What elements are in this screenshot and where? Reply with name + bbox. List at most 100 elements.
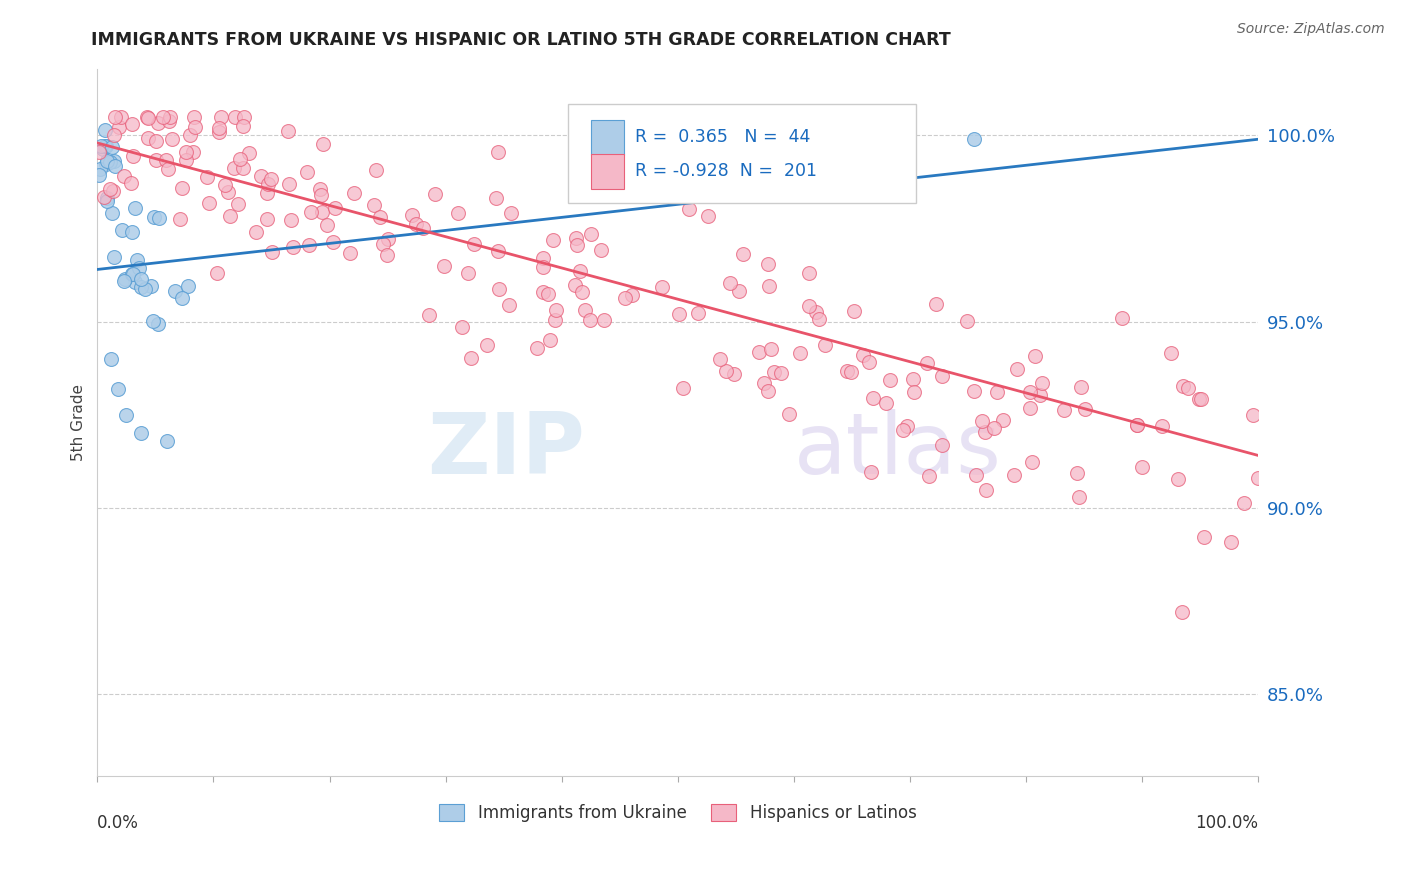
Point <box>475 337 498 351</box>
Point <box>256 186 278 200</box>
Point <box>983 421 1005 435</box>
Point <box>1069 490 1091 504</box>
Point <box>651 279 673 293</box>
Point <box>91 142 114 156</box>
Point <box>970 414 993 428</box>
Point <box>896 419 918 434</box>
Point <box>565 238 588 252</box>
Point <box>121 225 143 239</box>
Point <box>107 382 129 396</box>
Text: 0.0%: 0.0% <box>97 814 139 832</box>
Point <box>297 164 319 178</box>
Point <box>859 466 882 480</box>
Point <box>1160 346 1182 360</box>
Point <box>986 385 1008 400</box>
Point <box>879 372 901 386</box>
Point <box>1130 459 1153 474</box>
Point <box>862 392 884 406</box>
Point <box>852 348 875 362</box>
Point <box>111 222 134 236</box>
Point <box>103 154 125 169</box>
Point <box>145 153 167 167</box>
Point <box>229 153 252 167</box>
Point <box>93 190 115 204</box>
Text: 100.0%: 100.0% <box>1195 814 1258 832</box>
Point <box>835 364 858 378</box>
Point <box>1028 388 1050 402</box>
Point <box>260 245 283 260</box>
Point <box>541 234 564 248</box>
Point <box>159 110 181 124</box>
Point <box>299 204 322 219</box>
Point <box>716 364 738 378</box>
Point <box>112 169 135 184</box>
Point <box>339 245 361 260</box>
Point <box>183 110 205 124</box>
Point <box>89 162 111 177</box>
Point <box>758 257 780 271</box>
Point <box>991 413 1014 427</box>
Point <box>134 282 156 296</box>
Point <box>121 118 143 132</box>
Point <box>176 145 198 159</box>
Point <box>931 438 953 452</box>
Point <box>814 337 837 351</box>
Point <box>298 238 321 252</box>
Point <box>748 344 770 359</box>
Point <box>1189 392 1212 406</box>
Point <box>103 251 125 265</box>
Point <box>232 161 254 176</box>
Point <box>569 264 592 278</box>
Point <box>1024 349 1046 363</box>
Point <box>799 266 821 280</box>
Point <box>574 303 596 318</box>
Point <box>769 366 792 380</box>
Text: Source: ZipAtlas.com: Source: ZipAtlas.com <box>1237 22 1385 37</box>
Point <box>169 211 191 226</box>
Point <box>245 226 267 240</box>
Point <box>1070 380 1092 394</box>
Point <box>486 145 509 159</box>
Point <box>672 381 695 395</box>
Point <box>593 313 616 327</box>
Point <box>120 176 142 190</box>
Point <box>122 149 145 163</box>
Point <box>209 110 232 124</box>
Point <box>486 244 509 258</box>
Point <box>1171 605 1194 619</box>
Point <box>104 159 127 173</box>
Point <box>156 434 179 448</box>
Point <box>129 280 152 294</box>
Point <box>537 286 560 301</box>
Point <box>564 278 586 293</box>
Point <box>90 139 112 153</box>
Point <box>728 284 751 298</box>
Point <box>89 145 111 160</box>
Point <box>238 145 260 160</box>
Point <box>281 240 304 254</box>
Point <box>891 423 914 437</box>
Point <box>179 128 201 143</box>
Point <box>778 407 800 421</box>
Point <box>1247 470 1270 484</box>
Point <box>718 276 741 290</box>
Point <box>139 279 162 293</box>
Point <box>842 304 865 318</box>
Text: R =  0.365   N =  44: R = 0.365 N = 44 <box>636 128 810 146</box>
Point <box>101 184 124 198</box>
Point <box>195 169 218 184</box>
Point <box>1005 362 1028 376</box>
Point <box>110 110 132 124</box>
Point <box>875 396 897 410</box>
Point <box>903 385 925 400</box>
Point <box>965 468 987 483</box>
Point <box>956 313 979 327</box>
Point <box>373 236 395 251</box>
Point <box>94 156 117 170</box>
Point <box>565 231 588 245</box>
Point <box>797 299 820 313</box>
Point <box>756 384 779 398</box>
Point <box>1111 311 1133 326</box>
Point <box>128 260 150 275</box>
Point <box>198 196 221 211</box>
